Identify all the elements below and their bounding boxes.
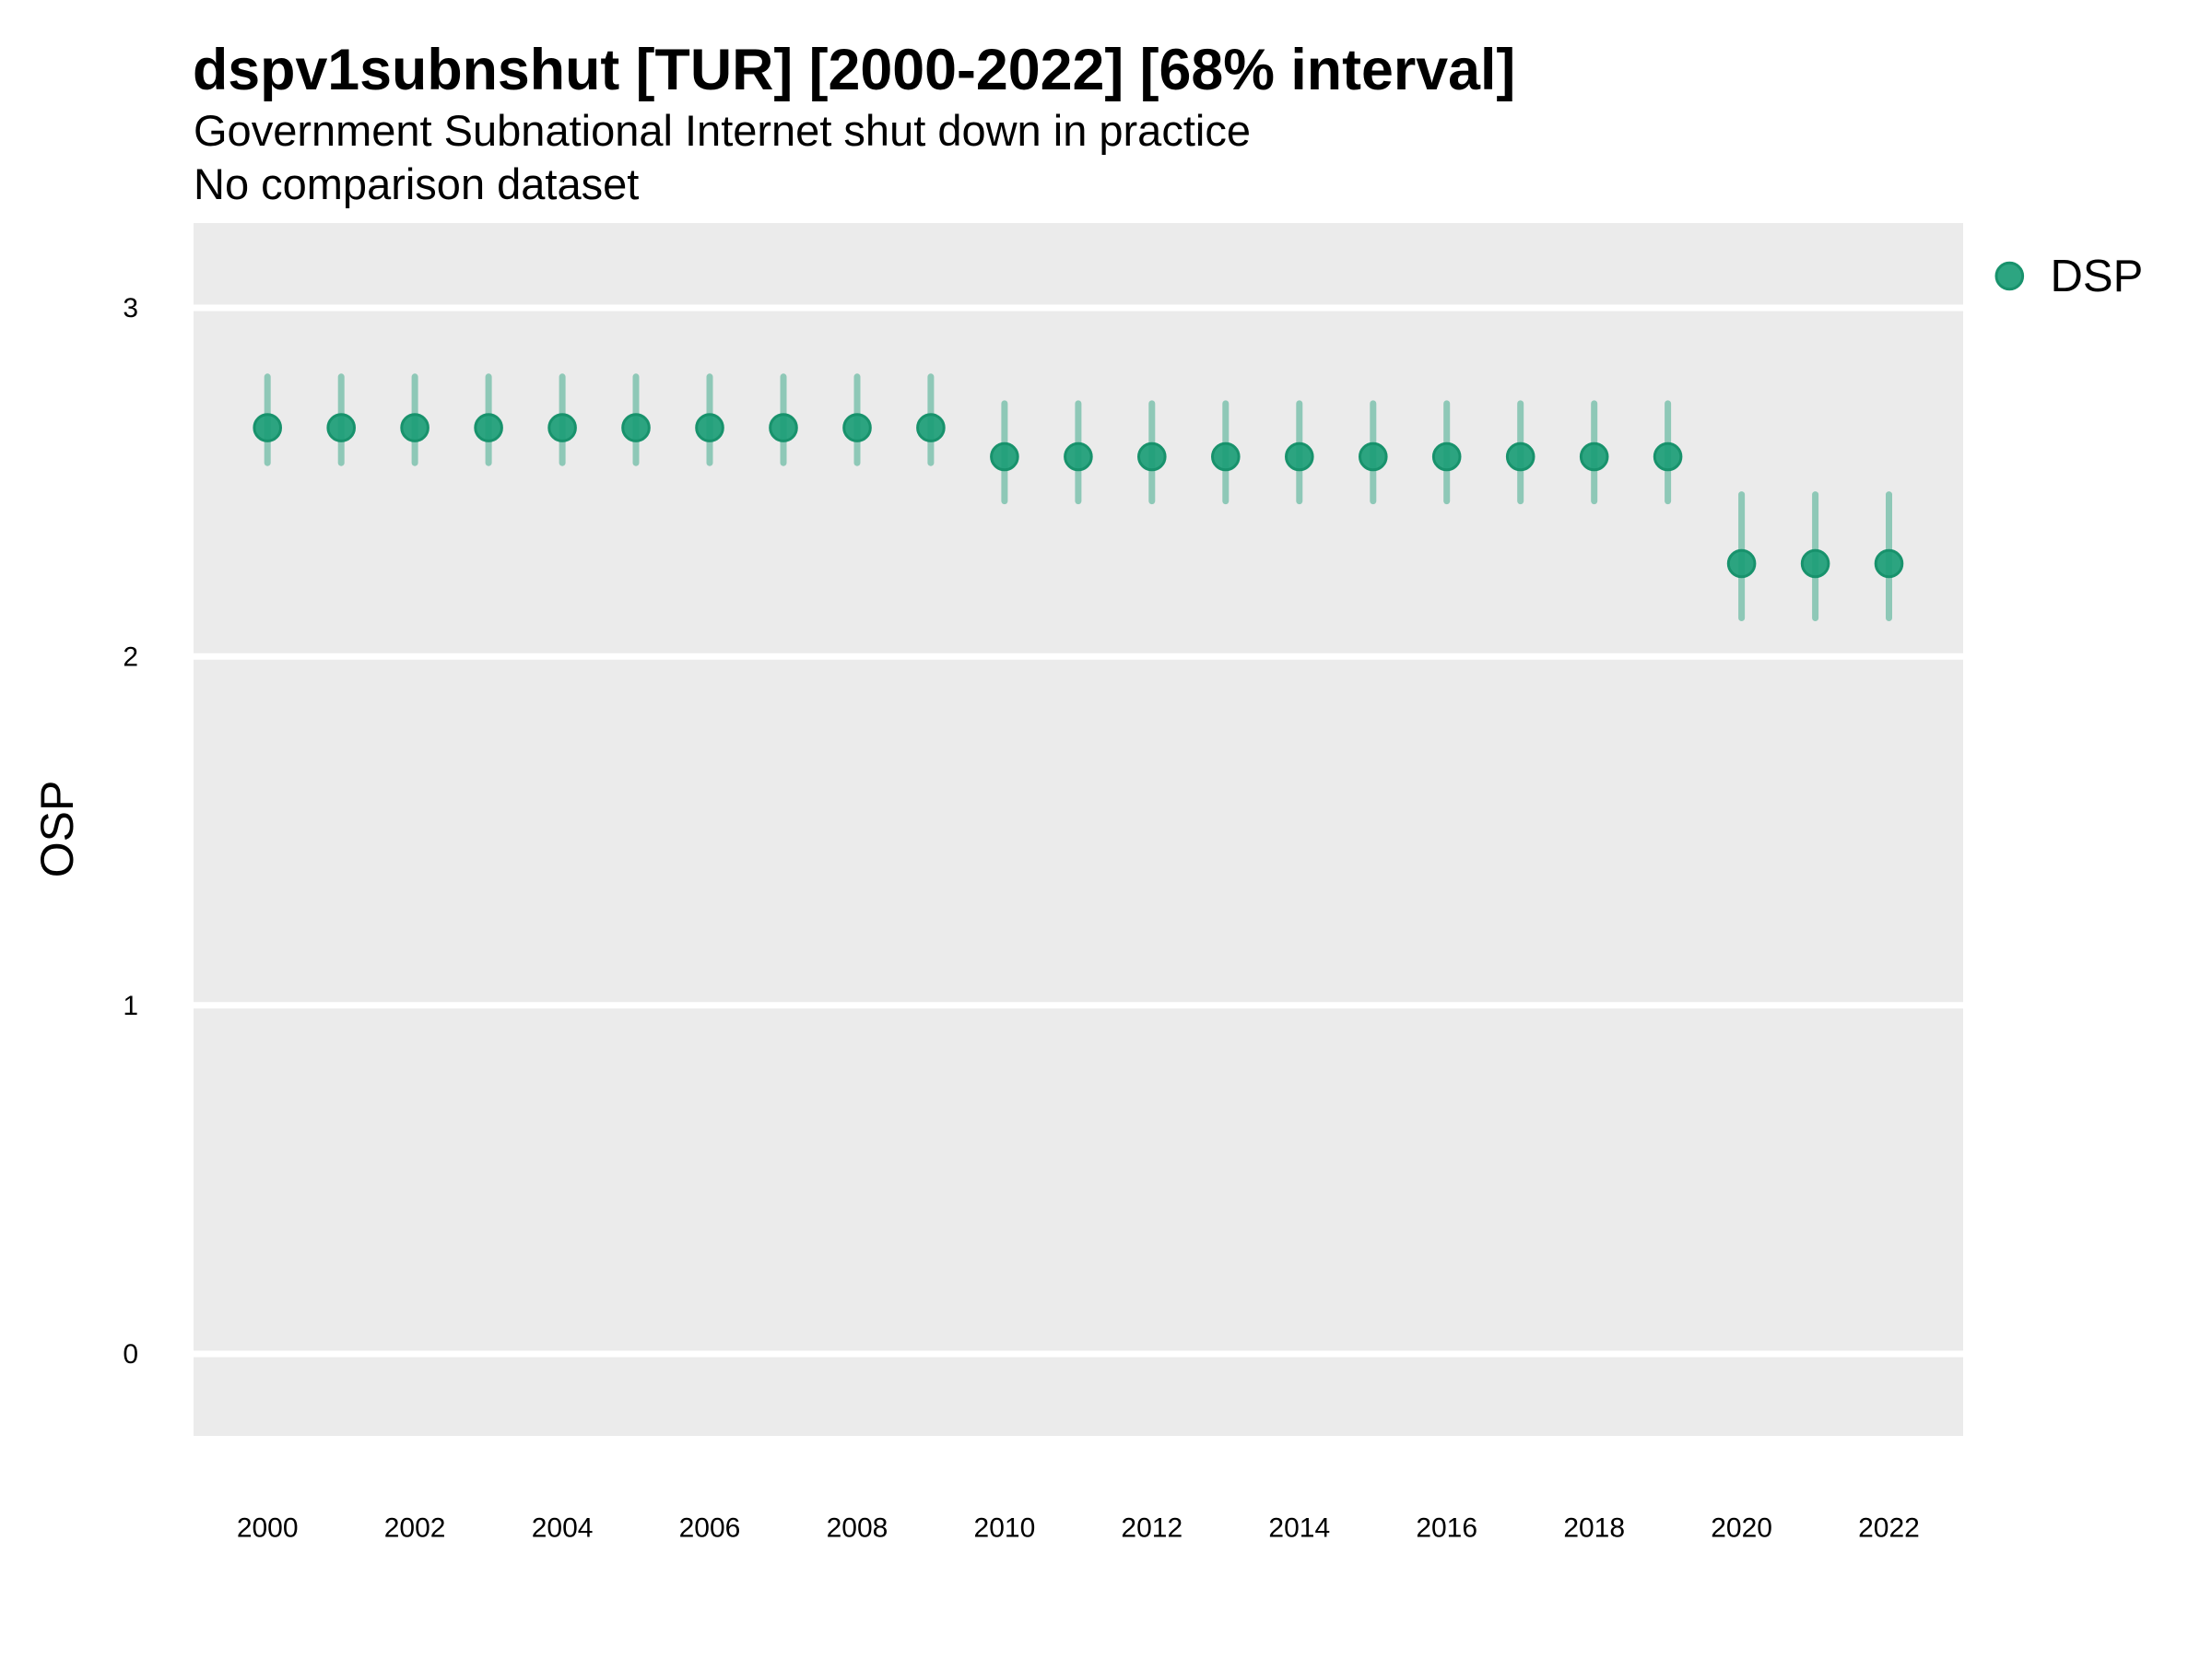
svg-text:2000: 2000	[237, 1513, 299, 1544]
svg-text:dspv1subnshut [TUR] [2000-2022: dspv1subnshut [TUR] [2000-2022] [68% int…	[193, 38, 1515, 102]
svg-text:DSP: DSP	[2051, 252, 2144, 301]
svg-text:2002: 2002	[384, 1513, 446, 1544]
svg-text:1: 1	[123, 991, 138, 1021]
svg-text:2014: 2014	[1268, 1513, 1330, 1544]
svg-text:2006: 2006	[679, 1513, 741, 1544]
svg-text:2012: 2012	[1121, 1513, 1182, 1544]
svg-text:0: 0	[123, 1339, 138, 1370]
svg-text:OSP: OSP	[31, 781, 83, 878]
svg-text:2008: 2008	[827, 1513, 888, 1544]
svg-text:2004: 2004	[532, 1513, 594, 1544]
svg-text:2020: 2020	[1711, 1513, 1772, 1544]
svg-text:3: 3	[123, 293, 138, 324]
svg-text:2: 2	[123, 642, 138, 673]
svg-text:Government Subnational Interne: Government Subnational Internet shut dow…	[194, 106, 1251, 155]
svg-text:2022: 2022	[1858, 1513, 1920, 1544]
svg-text:2018: 2018	[1563, 1513, 1625, 1544]
svg-text:2010: 2010	[974, 1513, 1036, 1544]
svg-text:No comparison dataset: No comparison dataset	[194, 159, 639, 208]
svg-text:2016: 2016	[1416, 1513, 1477, 1544]
